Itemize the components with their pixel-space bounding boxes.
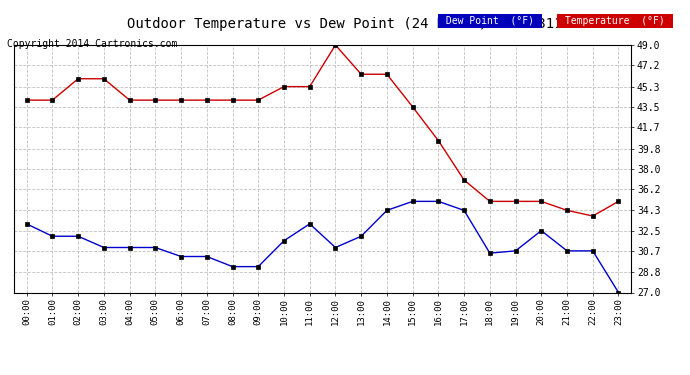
Text: Outdoor Temperature vs Dew Point (24 Hours) 20140311: Outdoor Temperature vs Dew Point (24 Hou…: [127, 17, 563, 31]
Text: Copyright 2014 Cartronics.com: Copyright 2014 Cartronics.com: [7, 39, 177, 50]
Text: Temperature  (°F): Temperature (°F): [559, 16, 671, 26]
Text: Dew Point  (°F): Dew Point (°F): [440, 16, 540, 26]
